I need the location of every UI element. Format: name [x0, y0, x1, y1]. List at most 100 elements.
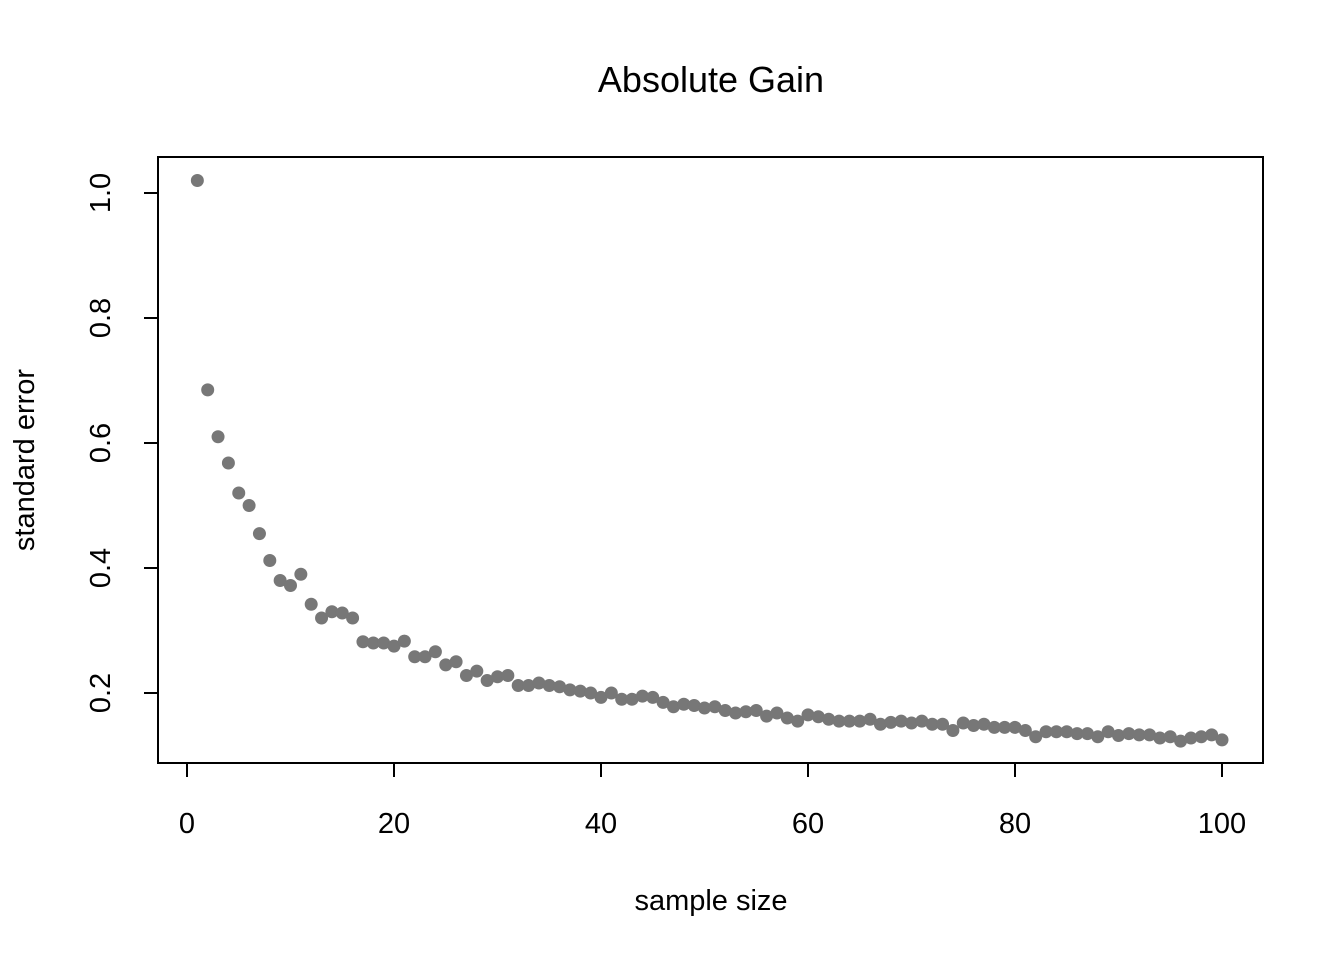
data-point [377, 636, 391, 650]
data-point [925, 717, 939, 731]
data-point [1070, 727, 1084, 741]
data-point [252, 527, 266, 541]
data-point [397, 634, 411, 648]
data-point [646, 690, 660, 704]
data-point [1091, 730, 1105, 744]
data-point [1215, 733, 1229, 747]
data-point [615, 692, 629, 706]
x-tick-label: 40 [585, 808, 617, 840]
data-point [1153, 731, 1167, 745]
data-point [749, 704, 763, 717]
data-point [739, 705, 753, 719]
chart-title: Absolute Gain [598, 59, 824, 100]
data-point [915, 714, 929, 728]
data-point [1184, 731, 1198, 745]
data-point [325, 605, 339, 619]
x-tick-label: 100 [1198, 808, 1246, 840]
data-point [1008, 720, 1022, 734]
data-point [967, 719, 981, 732]
x-tick-label: 60 [792, 808, 824, 840]
x-tick-label: 20 [378, 808, 410, 840]
data-point [1060, 725, 1074, 739]
data-point [1122, 727, 1136, 741]
data-point [542, 679, 556, 692]
data-point [708, 700, 722, 714]
x-axis: 0 20 40 60 80 100 [179, 762, 1246, 840]
data-point [428, 645, 442, 659]
y-tick-label: 0.6 [85, 423, 117, 463]
data-point [1194, 730, 1208, 744]
data-point [242, 499, 256, 512]
data-point [573, 684, 587, 698]
data-point [563, 683, 577, 697]
data-point [449, 655, 463, 669]
data-point [1049, 725, 1063, 739]
data-point [635, 689, 649, 703]
data-point [977, 717, 991, 731]
data-point [791, 714, 805, 728]
data-point [677, 697, 691, 711]
data-point [842, 714, 856, 728]
data-point [1112, 729, 1125, 742]
data-point [232, 486, 246, 500]
y-tick-label: 0.2 [85, 673, 117, 713]
x-tick-label: 0 [179, 808, 195, 840]
data-point [811, 710, 825, 724]
data-point [284, 579, 297, 592]
data-point [511, 679, 525, 692]
y-tick-label: 0.8 [85, 298, 117, 338]
data-point [1101, 725, 1115, 739]
data-point [1205, 728, 1219, 742]
data-point [894, 714, 908, 728]
data-point [956, 716, 970, 730]
data-point [1080, 727, 1094, 741]
y-tick-label: 1.0 [85, 173, 117, 213]
data-point [801, 708, 815, 722]
data-point [666, 700, 680, 714]
plot-frame [157, 156, 1264, 764]
data-point [211, 430, 225, 444]
data-point [470, 664, 484, 678]
data-point [1163, 730, 1177, 744]
data-point [1039, 725, 1053, 739]
data-point [729, 706, 743, 720]
data-point [998, 720, 1012, 734]
data-point [780, 711, 794, 725]
data-point [553, 680, 567, 694]
x-axis-label: sample size [634, 885, 787, 917]
data-point [863, 712, 877, 726]
data-point [1174, 734, 1188, 748]
data-point [263, 554, 277, 567]
data-point [335, 606, 349, 620]
data-point [594, 690, 608, 704]
data-point [1132, 728, 1146, 742]
data-point [905, 716, 918, 730]
data-point [822, 712, 836, 726]
data-point [294, 567, 308, 581]
data-point [1029, 730, 1043, 744]
data-point [884, 715, 898, 729]
data-point [366, 636, 380, 650]
data-point [718, 704, 732, 717]
y-axis: 0.2 0.4 0.6 0.8 1.0 [85, 173, 159, 713]
data-point [698, 701, 711, 715]
data-point [760, 709, 774, 723]
data-point [522, 679, 536, 692]
data-point [190, 174, 204, 187]
data-point [853, 714, 867, 728]
data-point [946, 724, 960, 737]
data-point [315, 611, 329, 625]
y-axis-label: standard error [9, 369, 41, 551]
data-point [1018, 724, 1032, 737]
data-point [201, 383, 215, 397]
y-tick-label: 0.4 [85, 548, 117, 588]
data-point [987, 720, 1001, 734]
data-point [770, 706, 784, 720]
data-point [873, 717, 887, 731]
data-point [687, 699, 701, 712]
data-point [221, 456, 235, 470]
data-point [356, 635, 370, 649]
data-point [936, 717, 950, 731]
data-point [387, 639, 401, 653]
